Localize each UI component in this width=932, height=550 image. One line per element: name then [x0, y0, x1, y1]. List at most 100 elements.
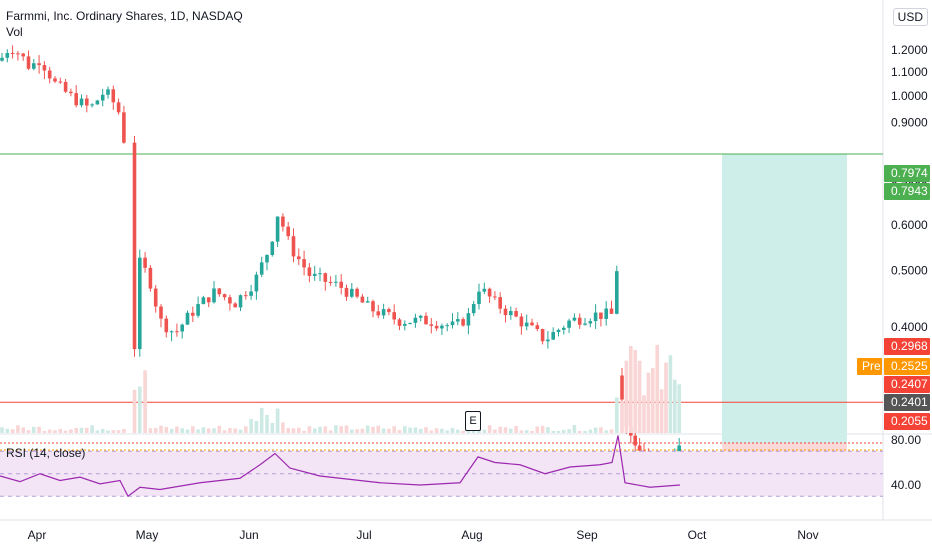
candle-body: [403, 323, 407, 326]
volume-bar: [615, 397, 619, 433]
volume-bar: [228, 428, 232, 433]
volume-bar: [413, 427, 418, 433]
symbol-title: Farmmi, Inc. Ordinary Shares, 1D, NASDAQ: [6, 9, 243, 23]
candle-body: [47, 70, 52, 79]
volume-bar: [477, 429, 481, 433]
volume-bar: [493, 429, 497, 433]
volume-bar: [111, 430, 116, 433]
candle-body: [503, 308, 508, 316]
candle-body: [413, 317, 418, 323]
candle-body: [482, 288, 487, 292]
candle-body: [620, 375, 624, 400]
candle-body: [196, 304, 200, 316]
candle-body: [217, 288, 222, 295]
y-tick-label: 0.5000: [891, 264, 928, 278]
candle-body: [153, 288, 158, 307]
volume-bar: [79, 427, 84, 433]
candle-body: [365, 301, 370, 303]
candle-body: [535, 325, 540, 330]
candle-body: [100, 94, 105, 101]
candle-body: [471, 304, 476, 314]
candle-body: [562, 327, 566, 330]
volume-bar: [53, 430, 57, 433]
volume-bar: [487, 425, 492, 433]
candle-body: [408, 322, 412, 324]
candle-body: [556, 329, 561, 333]
candle-body: [344, 287, 349, 297]
volume-bar: [265, 415, 269, 433]
candle-body: [265, 254, 269, 263]
currency-selector[interactable]: USD: [892, 8, 928, 26]
earnings-event-marker[interactable]: E: [465, 411, 481, 431]
volume-bar: [297, 427, 301, 433]
candle-body: [514, 311, 518, 317]
volume-bar: [42, 430, 47, 433]
candle-body: [307, 267, 312, 276]
volume-bar: [138, 386, 142, 433]
candle-body: [546, 339, 550, 342]
price-tag: [884, 338, 930, 355]
candle-body: [259, 262, 264, 275]
candle-body: [191, 312, 195, 316]
candle-body: [233, 303, 237, 308]
volume-bar: [212, 428, 216, 433]
candle-body: [206, 297, 211, 303]
chart-legend: Farmmi, Inc. Ordinary Shares, 1D, NASDAQ…: [6, 8, 243, 40]
volume-bar: [355, 429, 359, 433]
x-tick-label: Oct: [688, 528, 707, 542]
volume-bar: [482, 429, 487, 433]
volume-bar: [196, 429, 200, 433]
candle-body: [312, 273, 317, 276]
volume-bar: [254, 420, 259, 433]
volume-bar: [664, 362, 668, 433]
candle-body: [201, 297, 206, 305]
volume-bar: [238, 429, 243, 433]
candle-body: [387, 309, 391, 313]
volume-bar: [392, 426, 396, 433]
volume-bar: [58, 429, 63, 433]
candle-body: [180, 324, 184, 332]
volume-bar: [514, 425, 518, 433]
candle-body: [318, 273, 322, 275]
volume-bar: [556, 430, 561, 433]
volume-bar: [424, 427, 428, 433]
volume-bar: [376, 425, 381, 433]
candle-body: [74, 93, 78, 106]
volume-bar: [365, 425, 370, 433]
volume-bar: [509, 428, 513, 433]
volume-bar: [450, 427, 455, 433]
x-tick-label: Sep: [576, 528, 598, 542]
volume-bar: [637, 360, 642, 433]
volume-bar: [291, 428, 296, 433]
x-tick-label: Apr: [28, 528, 47, 542]
candle-body: [302, 259, 306, 268]
candle-body: [249, 291, 253, 296]
candle-body: [10, 53, 15, 55]
volume-bar: [26, 430, 31, 433]
volume-bar: [583, 430, 587, 433]
candle-body: [32, 63, 36, 69]
volume-bar: [498, 426, 502, 433]
volume-bar: [153, 427, 158, 433]
volume-bar: [201, 427, 206, 433]
candle-body: [577, 317, 582, 325]
candle-body: [540, 329, 545, 342]
candle-body: [551, 332, 555, 340]
candle-body: [212, 288, 216, 303]
volume-bar: [562, 429, 566, 433]
volume-bar: [180, 428, 184, 433]
price-tag: [884, 358, 930, 375]
volume-bar: [63, 430, 68, 433]
x-tick-label: May: [136, 528, 159, 542]
candle-body: [291, 236, 296, 257]
candle-body: [440, 325, 444, 329]
candle-body: [16, 53, 20, 55]
volume-bar: [132, 389, 137, 433]
volume-bar: [32, 426, 36, 433]
target-zone: [722, 154, 847, 443]
candle-body: [281, 216, 285, 227]
price-tag-label: 0.7943: [891, 184, 928, 198]
volume-bar: [169, 428, 174, 433]
